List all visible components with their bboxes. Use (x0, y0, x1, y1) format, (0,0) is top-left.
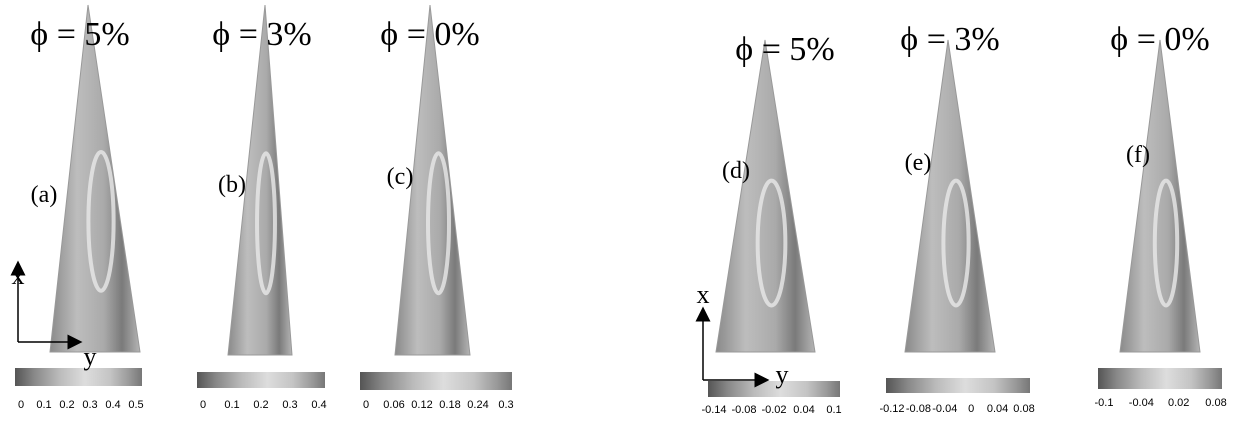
colorbar-tick-label: -0.02 (761, 404, 786, 416)
phi-label: ϕ = 0% (1110, 21, 1209, 58)
colorbar-tick-label: 0.3 (82, 399, 97, 411)
contour-plot (716, 40, 815, 352)
contour-plot (905, 40, 995, 352)
colorbar-tick-label: 0.4 (311, 399, 326, 411)
contour-plot (50, 5, 140, 352)
colorbar-tick-label: 0 (18, 399, 24, 411)
panel-label: (e) (905, 150, 932, 176)
panel-label: (a) (31, 182, 58, 208)
colorbar-tick-label: 0.1 (36, 399, 51, 411)
panel-label: (c) (387, 164, 414, 190)
colorbar-tick-label: 0 (200, 399, 206, 411)
colorbar-tick-label: -0.08 (731, 404, 756, 416)
phi-label: ϕ = 5% (30, 16, 129, 53)
phi-label: ϕ = 3% (900, 21, 999, 58)
colorbar-tick-label: -0.04 (1129, 397, 1154, 409)
panel-label: (b) (218, 172, 246, 198)
colorbar-tick-label: -0.12 (879, 403, 904, 415)
colorbar-tick-label: 0.1 (224, 399, 239, 411)
phi-label: ϕ = 0% (380, 16, 479, 53)
colorbar-tick-label: 0.06 (383, 399, 404, 411)
colorbar-tick-label: 0.2 (59, 399, 74, 411)
colorbar (886, 378, 1030, 393)
axis-label: x (697, 280, 710, 309)
colorbar-tick-label: 0.3 (498, 399, 513, 411)
colorbar (15, 368, 142, 386)
colorbar-tick-label: 0.3 (282, 399, 297, 411)
colorbar-tick-label: 0 (968, 403, 974, 415)
panel-label: (f) (1126, 142, 1150, 168)
colorbar-tick-label: 0.5 (128, 399, 143, 411)
colorbar-tick-label: 0.02 (1168, 397, 1189, 409)
colorbar-tick-label: -0.14 (701, 404, 726, 416)
figure: ϕ = 5% (a) 0 0.1 0.2 0.3 0.4 0.5 ϕ = 3% (b) 0 0.1 0.… (0, 0, 1233, 426)
colorbar-tick-label: 0.2 (253, 399, 268, 411)
axis-label: y (84, 342, 97, 371)
colorbar-tick-label: -0.1 (1095, 397, 1114, 409)
colorbar-tick-label: 0 (363, 399, 369, 411)
axis-label: y (776, 360, 789, 389)
phi-label: ϕ = 3% (212, 16, 311, 53)
colorbar-tick-label: 0.04 (987, 403, 1008, 415)
colorbar-tick-label: 0.12 (411, 399, 432, 411)
colorbar-tick-label: 0.1 (826, 404, 841, 416)
colorbar-tick-label: -0.08 (906, 403, 931, 415)
colorbar-tick-label: -0.04 (932, 403, 957, 415)
colorbar-tick-label: 0.08 (1013, 403, 1034, 415)
colorbar (708, 381, 840, 397)
colorbar (197, 372, 325, 388)
colorbar-tick-label: 0.24 (467, 399, 488, 411)
colorbar-tick-label: 0.4 (105, 399, 120, 411)
colorbar-tick-label: 0.08 (1205, 397, 1226, 409)
colorbar (1098, 368, 1222, 389)
colorbar-tick-label: 0.04 (793, 404, 814, 416)
colorbar-tick-label: 0.18 (439, 399, 460, 411)
colorbar (360, 372, 512, 390)
axis-label: x (12, 261, 25, 290)
panel-label: (d) (722, 158, 750, 184)
phi-label: ϕ = 5% (735, 31, 834, 68)
